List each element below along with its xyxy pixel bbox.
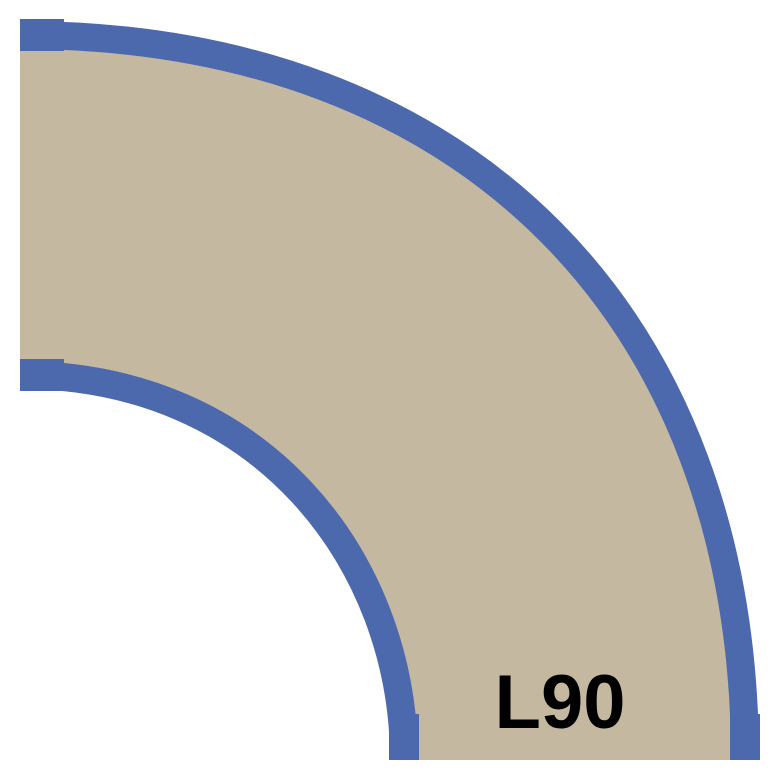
- inner-edge-line: [19, 361, 418, 761]
- outer-edge-line: [19, 21, 759, 761]
- connector-tab-bottom-outer: [730, 714, 760, 760]
- connector-tab-mid-left: [20, 359, 64, 391]
- connector-tab-bottom-inner: [389, 714, 419, 760]
- piece-label: L90: [495, 660, 626, 745]
- curve-road-body: [20, 35, 745, 760]
- connector-tab-top-left: [20, 19, 64, 51]
